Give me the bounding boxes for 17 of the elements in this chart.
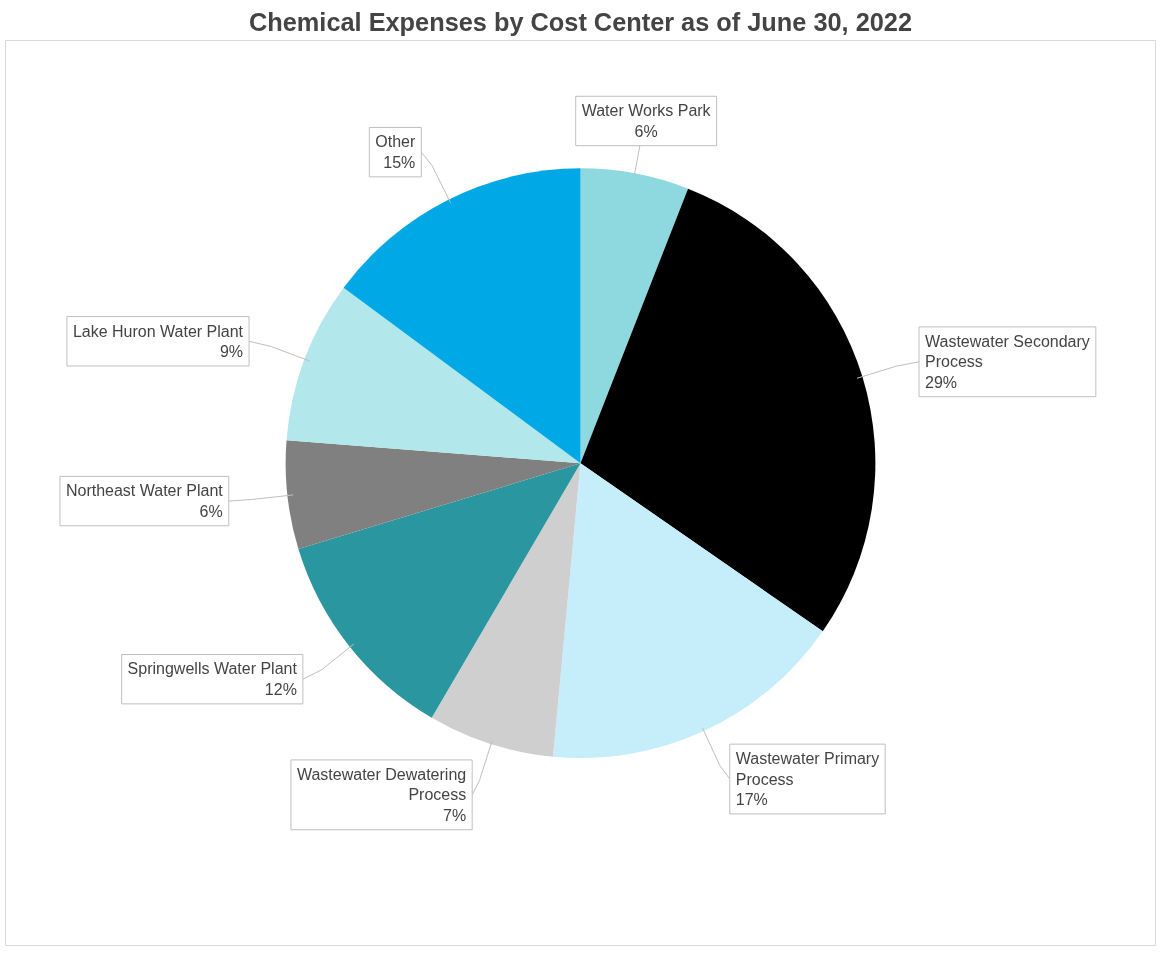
data-label: 7% — [443, 806, 467, 824]
data-label: 29% — [925, 373, 958, 391]
slice-label: Wastewater Primary Process — [735, 750, 880, 788]
slice-label: Wastewater Dewatering Process — [296, 765, 467, 804]
slice-label: Northeast Water Plant — [65, 482, 224, 500]
data-label: 15% — [383, 153, 416, 171]
slice-label: Wastewater Secondary Process — [925, 332, 1090, 371]
slice-label: Lake Huron Water Plant — [72, 322, 244, 340]
slice-label: Springwells Water Plant — [127, 660, 298, 678]
data-label: 6% — [634, 122, 658, 140]
data-label: 6% — [199, 502, 223, 520]
slice-label: Other — [375, 133, 416, 151]
data-label: 12% — [264, 680, 297, 698]
slice-label: Water Works Park — [581, 102, 712, 120]
data-label: 9% — [219, 342, 244, 360]
chart-title: Chemical Expenses by Cost Center as of June 30, 2022 — [248, 7, 913, 36]
data-label: 17% — [735, 790, 768, 808]
